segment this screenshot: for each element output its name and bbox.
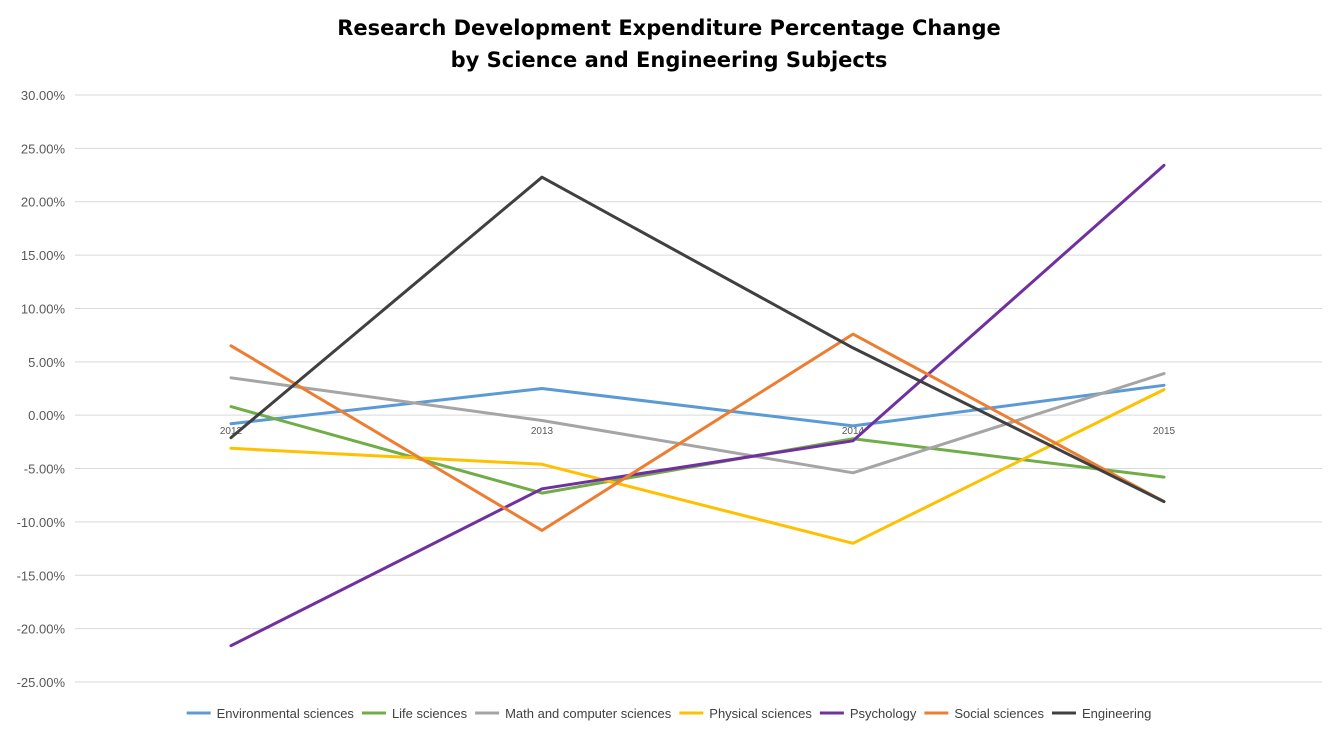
series-line [229,388,1166,545]
y-tick-label: 25.00% [21,141,66,156]
legend-label: Environmental sciences [217,706,355,721]
legend-label: Math and computer sciences [505,706,672,721]
legend-label: Life sciences [392,706,468,721]
series-line [229,163,1166,648]
y-tick-label: 10.00% [21,301,66,316]
chart-title-line-2: by Science and Engineering Subjects [450,48,888,72]
y-tick-label: -20.00% [17,622,66,637]
x-tick-label: 2014 [842,426,865,437]
series-line [229,332,1166,532]
y-tick-label: -15.00% [17,568,66,583]
x-tick-label: 2015 [1153,426,1176,437]
x-tick-label: 2012 [220,426,243,437]
x-tick-label: 2013 [531,426,554,437]
y-tick-label: -10.00% [17,515,66,530]
legend-label: Physical sciences [709,706,812,721]
y-tick-label: 5.00% [28,355,65,370]
series-line [229,175,1166,504]
chart-title: Research Development Expenditure Percent… [0,12,1338,76]
legend-label: Psychology [850,706,917,721]
y-tick-label: -5.00% [24,462,66,477]
y-tick-label: 20.00% [21,195,66,210]
legend-label: Social sciences [954,706,1044,721]
series-line [229,383,1166,428]
y-tick-label: 15.00% [21,248,66,263]
y-tick-label: 0.00% [28,408,65,423]
chart-title-line-1: Research Development Expenditure Percent… [337,16,1001,40]
legend-label: Engineering [1082,706,1151,721]
y-tick-label: 30.00% [21,88,66,103]
y-tick-label: -25.00% [17,675,66,690]
